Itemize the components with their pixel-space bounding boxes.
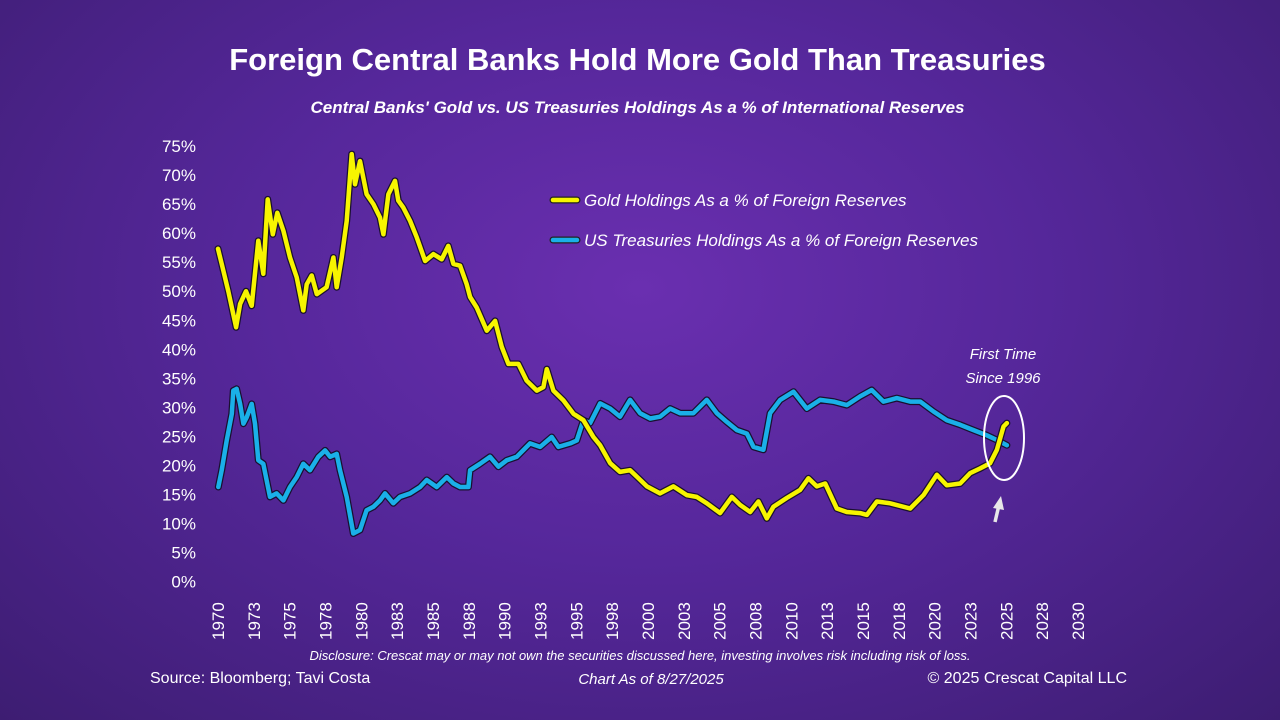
x-tick-label: 1985 [424,602,443,640]
annotation-line-1: First Time [970,346,1037,363]
y-tick-label: 0% [171,573,196,592]
legend-label-treasuries: US Treasuries Holdings As a % of Foreign… [584,231,978,250]
y-tick-label: 20% [162,457,196,476]
legend-label-gold: Gold Holdings As a % of Foreign Reserves [584,191,907,210]
chart-title: Foreign Central Banks Hold More Gold Tha… [229,42,1046,77]
copyright: © 2025 Crescat Capital LLC [927,670,1127,687]
x-tick-label: 1983 [388,602,407,640]
x-tick-label: 1975 [281,602,300,640]
chart-subtitle: Central Banks' Gold vs. US Treasuries Ho… [310,98,965,117]
x-tick-label: 2025 [997,602,1016,640]
x-tick-label: 2018 [890,602,909,640]
y-tick-label: 35% [162,369,196,388]
y-tick-label: 75% [162,137,196,156]
x-tick-label: 2020 [926,602,945,640]
x-tick-label: 2015 [854,602,873,640]
x-tick-label: 2005 [711,602,730,640]
highlight-ellipse [983,395,1025,481]
x-tick-label: 2023 [962,602,981,640]
x-tick-label: 1970 [209,602,228,640]
x-tick-label: 1998 [603,602,622,640]
y-tick-label: 40% [162,340,196,359]
series-line-treasuries [216,386,1010,536]
x-tick-label: 2008 [747,602,766,640]
x-tick-label: 2003 [675,602,694,640]
x-tick-label: 2013 [818,602,837,640]
x-tick-label: 2010 [782,602,801,640]
chart-date: Chart As of 8/27/2025 [578,671,724,688]
x-tick-label: 1995 [567,602,586,640]
x-tick-label: 2030 [1069,602,1088,640]
y-tick-label: 45% [162,311,196,330]
y-tick-label: 25% [162,427,196,446]
y-tick-label: 50% [162,282,196,301]
x-tick-label: 1993 [532,602,551,640]
x-tick-label: 1990 [496,602,515,640]
y-tick-label: 30% [162,398,196,417]
source: Source: Bloomberg; Tavi Costa [150,670,371,687]
y-tick-label: 5% [171,544,196,563]
series-line-gold [215,151,1010,521]
x-tick-label: 2028 [1033,602,1052,640]
disclosure: Disclosure: Crescat may or may not own t… [309,648,971,663]
x-tick-label: 1978 [317,602,336,640]
annotation: First Time Since 1996 [965,346,1041,523]
x-tick-label: 1988 [460,602,479,640]
y-tick-label: 65% [162,195,196,214]
y-tick-label: 15% [162,486,196,505]
y-tick-label: 55% [162,253,196,272]
x-tick-label: 1973 [245,602,264,640]
x-tick-label: 1980 [352,602,371,640]
y-tick-label: 70% [162,166,196,185]
legend: Gold Holdings As a % of Foreign Reserves… [549,191,978,250]
y-tick-label: 60% [162,224,196,243]
arrow-up-icon [993,496,1004,523]
y-tick-label: 10% [162,515,196,534]
annotation-line-2: Since 1996 [965,370,1041,387]
x-tick-label: 2000 [639,602,658,640]
